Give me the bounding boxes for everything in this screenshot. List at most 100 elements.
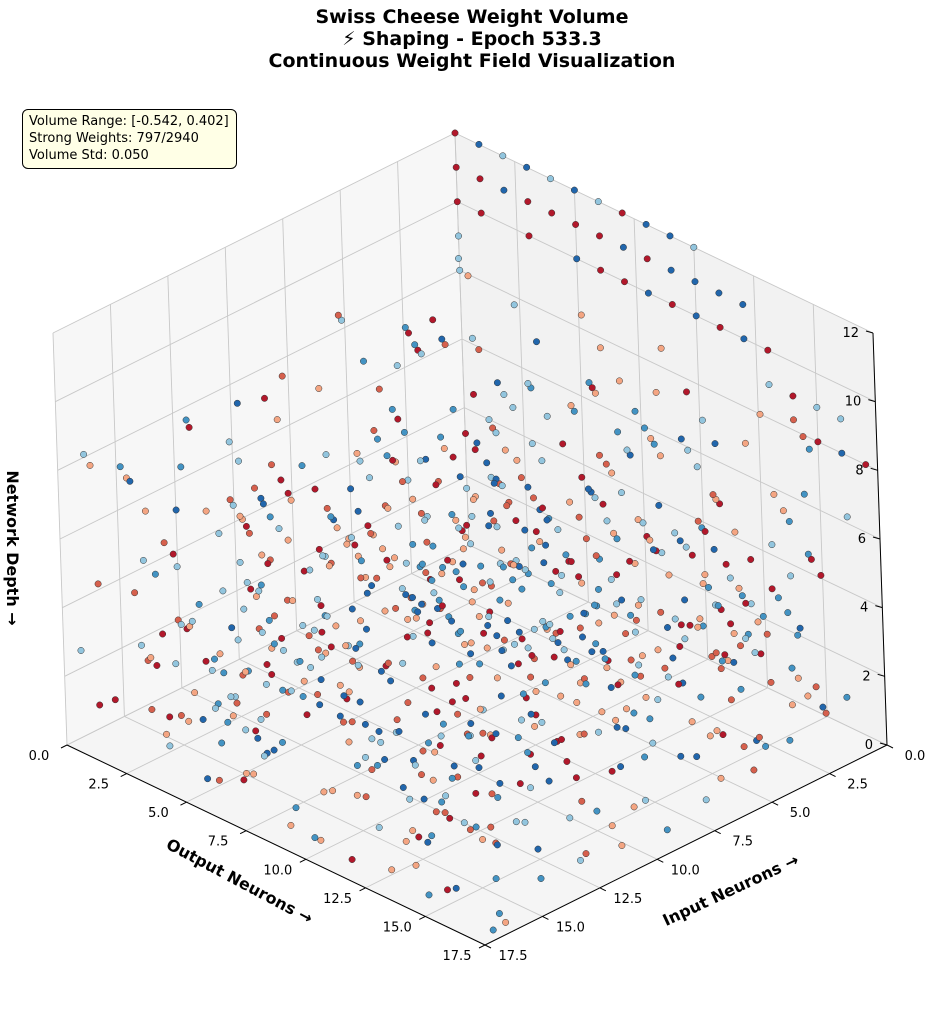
data-point bbox=[643, 255, 651, 263]
data-point bbox=[504, 599, 512, 607]
data-point bbox=[86, 461, 94, 469]
data-point bbox=[111, 696, 119, 704]
data-point bbox=[299, 693, 307, 700]
data-point bbox=[433, 708, 441, 716]
y-tick-label: 5.0 bbox=[148, 806, 169, 821]
data-point bbox=[498, 647, 506, 655]
data-point bbox=[557, 692, 565, 700]
data-point bbox=[348, 718, 356, 726]
data-point bbox=[534, 845, 542, 853]
data-point bbox=[399, 478, 406, 486]
data-point bbox=[296, 657, 304, 665]
data-point bbox=[623, 705, 630, 713]
data-point bbox=[336, 712, 344, 720]
data-point bbox=[422, 710, 429, 718]
data-point bbox=[292, 804, 300, 812]
x-tick-label: 12.5 bbox=[613, 892, 642, 907]
data-point bbox=[737, 685, 745, 693]
data-point bbox=[497, 692, 505, 700]
data-point bbox=[538, 718, 546, 726]
data-point bbox=[537, 875, 545, 882]
data-point bbox=[730, 658, 738, 666]
data-point bbox=[541, 679, 549, 687]
data-point bbox=[619, 243, 627, 251]
data-point bbox=[327, 513, 335, 521]
data-point bbox=[439, 563, 447, 571]
data-point bbox=[480, 629, 488, 637]
data-point bbox=[356, 457, 364, 465]
data-point bbox=[489, 926, 497, 934]
grid-line bbox=[186, 601, 589, 803]
data-point bbox=[261, 394, 268, 402]
data-point bbox=[527, 784, 534, 792]
x-tick-mark bbox=[657, 858, 664, 863]
data-point bbox=[476, 175, 484, 183]
data-point bbox=[814, 438, 822, 446]
data-point bbox=[524, 380, 532, 387]
strong-weights-text: Strong Weights: 797/2940 bbox=[29, 131, 199, 146]
data-point bbox=[172, 660, 180, 668]
data-point bbox=[545, 777, 553, 785]
data-point bbox=[470, 390, 477, 398]
data-point bbox=[419, 674, 427, 682]
data-point bbox=[475, 140, 483, 148]
data-point bbox=[558, 571, 566, 579]
data-point bbox=[279, 686, 287, 694]
data-point bbox=[790, 416, 797, 424]
data-point bbox=[531, 763, 539, 771]
data-point bbox=[657, 344, 665, 352]
data-point bbox=[635, 661, 643, 669]
data-point bbox=[394, 415, 402, 423]
data-point bbox=[552, 567, 560, 575]
data-point bbox=[671, 529, 679, 537]
data-point bbox=[641, 424, 648, 432]
grid-line bbox=[461, 338, 881, 540]
data-point bbox=[432, 808, 440, 816]
data-point bbox=[204, 775, 212, 783]
data-point bbox=[429, 776, 437, 784]
data-point bbox=[592, 552, 600, 560]
data-point bbox=[794, 631, 802, 639]
data-point bbox=[688, 718, 696, 726]
data-point bbox=[468, 512, 476, 520]
data-point bbox=[173, 563, 181, 571]
data-point bbox=[787, 572, 795, 580]
data-point bbox=[429, 316, 437, 324]
data-point bbox=[785, 518, 793, 525]
data-point bbox=[264, 560, 272, 568]
data-point bbox=[646, 536, 654, 544]
data-point bbox=[779, 507, 787, 515]
data-point bbox=[471, 446, 479, 454]
data-point bbox=[618, 842, 626, 849]
data-point bbox=[191, 689, 199, 697]
data-point bbox=[547, 580, 555, 588]
data-point bbox=[465, 732, 473, 740]
data-point bbox=[487, 823, 495, 831]
data-point bbox=[463, 484, 471, 492]
data-point bbox=[490, 517, 498, 525]
data-point bbox=[518, 716, 525, 724]
data-point bbox=[644, 289, 652, 297]
data-point bbox=[353, 449, 361, 457]
data-point bbox=[517, 474, 525, 482]
data-point bbox=[546, 620, 554, 628]
data-point bbox=[837, 415, 845, 423]
data-point bbox=[438, 602, 446, 610]
data-point bbox=[788, 701, 796, 709]
data-point bbox=[718, 657, 726, 665]
data-point bbox=[368, 582, 376, 590]
data-point bbox=[543, 412, 551, 420]
data-point bbox=[528, 652, 536, 659]
data-point bbox=[603, 664, 611, 672]
data-point bbox=[514, 734, 522, 742]
data-point bbox=[399, 659, 407, 667]
data-point bbox=[381, 756, 389, 763]
x-axis-line bbox=[66, 744, 486, 946]
data-point bbox=[377, 738, 385, 746]
data-point bbox=[774, 594, 782, 602]
data-point bbox=[701, 571, 709, 579]
data-point bbox=[266, 513, 274, 521]
data-point bbox=[578, 473, 586, 481]
data-point bbox=[432, 481, 440, 489]
data-point bbox=[303, 711, 311, 719]
